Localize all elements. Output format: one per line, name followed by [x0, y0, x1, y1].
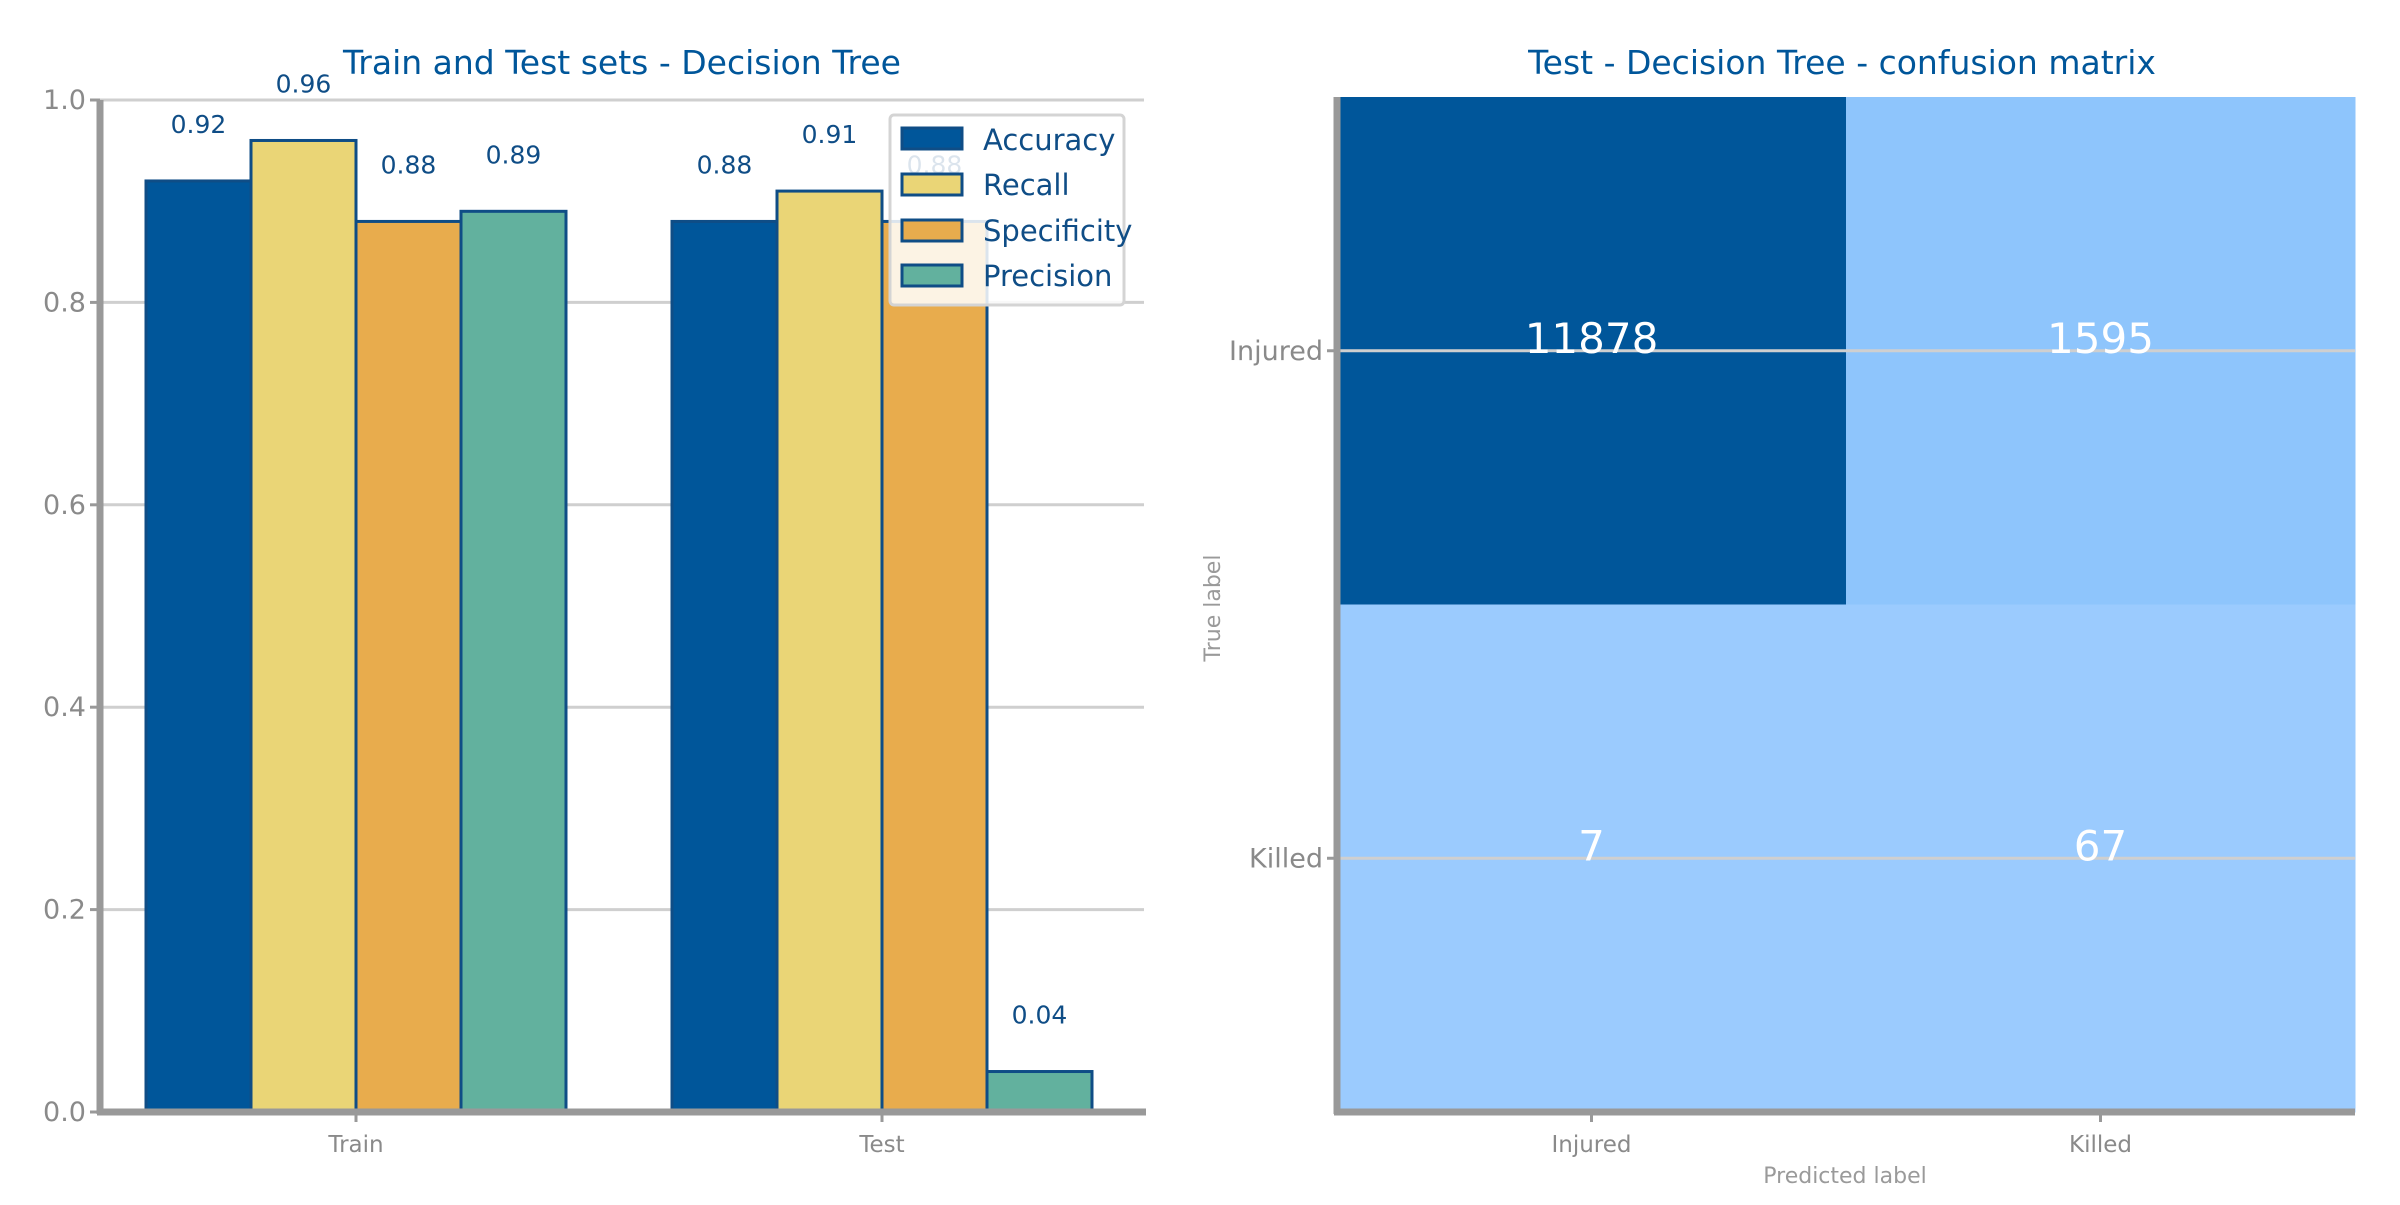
- bar-train-accuracy: [144, 179, 253, 1114]
- bar-y-ticks: 0.0 0.2 0.4 0.6 0.8 1.0: [43, 85, 100, 1128]
- bar-train-specificity: [354, 219, 463, 1114]
- cm-x-tick-label: Killed: [2069, 1132, 2132, 1158]
- cm-y-tick-label: Killed: [1249, 843, 1323, 874]
- legend-label-specificity: Specificity: [983, 214, 1132, 248]
- legend-box: [888, 113, 1126, 307]
- bar-y-tick-label: 1.0: [43, 85, 86, 116]
- cm-cell-value: 11878: [1525, 314, 1659, 363]
- bar-data-label: 0.96: [276, 69, 332, 98]
- bar-test-recall: [775, 189, 884, 1114]
- bar-chart: Train and Test sets - Decision Tree 0.00…: [43, 43, 1146, 1158]
- legend-swatch-specificity: [900, 218, 964, 243]
- legend-swatch-precision: [900, 263, 964, 288]
- legend-label-recall: Recall: [983, 168, 1070, 202]
- bar-y-tick-label: 0.2: [43, 895, 86, 926]
- cm-cell-value: 1595: [2047, 314, 2154, 363]
- cm-cell-value: 7: [1578, 821, 1605, 870]
- bar-bars: [144, 138, 1094, 1114]
- bar-test-specificity: [880, 219, 989, 1114]
- bar-train-precision: [459, 209, 568, 1114]
- cm-y-axis-label: True label: [1201, 555, 1226, 663]
- bar-data-label: 0.92: [171, 110, 227, 139]
- legend-label-accuracy: Accuracy: [983, 123, 1115, 157]
- bar-train-recall: [249, 138, 358, 1114]
- bar-data-label: 0.04: [1012, 1001, 1068, 1030]
- bar-x-ticks: Train Test: [327, 1112, 905, 1158]
- cm-cell-value: 67: [2074, 821, 2127, 870]
- confusion-matrix-cells: [1337, 97, 2356, 1113]
- cm-x-axis-label: Predicted label: [1763, 1164, 1926, 1189]
- legend-swatch-recall: [900, 172, 964, 197]
- legend-swatch-accuracy: [900, 126, 964, 151]
- legend-label-precision: Precision: [983, 259, 1112, 293]
- bar-y-tick-label: 0.0: [43, 1097, 86, 1128]
- bar-data-label: 0.91: [802, 120, 858, 149]
- confusion-matrix-title: Test - Decision Tree - confusion matrix: [1527, 43, 2156, 82]
- bar-test-precision: [985, 1070, 1094, 1114]
- bar-y-tick-label: 0.8: [43, 287, 86, 318]
- bar-legend: Accuracy Recall Specificity Precision: [888, 113, 1132, 307]
- cm-y-tick-label: Injured: [1229, 336, 1323, 367]
- confusion-matrix-ticks: Injured Killed Injured Killed: [1229, 336, 2132, 1158]
- cm-x-tick-label: Injured: [1551, 1132, 1631, 1158]
- bar-y-tick-label: 0.4: [43, 692, 86, 723]
- bar-data-label: 0.89: [486, 140, 542, 169]
- bar-data-label: 0.88: [381, 150, 437, 179]
- bar-data-label: 0.88: [697, 150, 753, 179]
- bar-x-tick-label: Test: [858, 1132, 904, 1158]
- bar-y-tick-label: 0.6: [43, 490, 86, 521]
- bar-chart-title: Train and Test sets - Decision Tree: [342, 43, 901, 82]
- confusion-matrix: Test - Decision Tree - confusion matrix …: [1201, 43, 2356, 1189]
- bar-test-accuracy: [670, 219, 779, 1114]
- bar-x-tick-label: Train: [327, 1132, 383, 1158]
- confusion-matrix-values: 11878 1595 7 67: [1525, 314, 2154, 871]
- confusion-matrix-gridlines: [1337, 349, 2355, 860]
